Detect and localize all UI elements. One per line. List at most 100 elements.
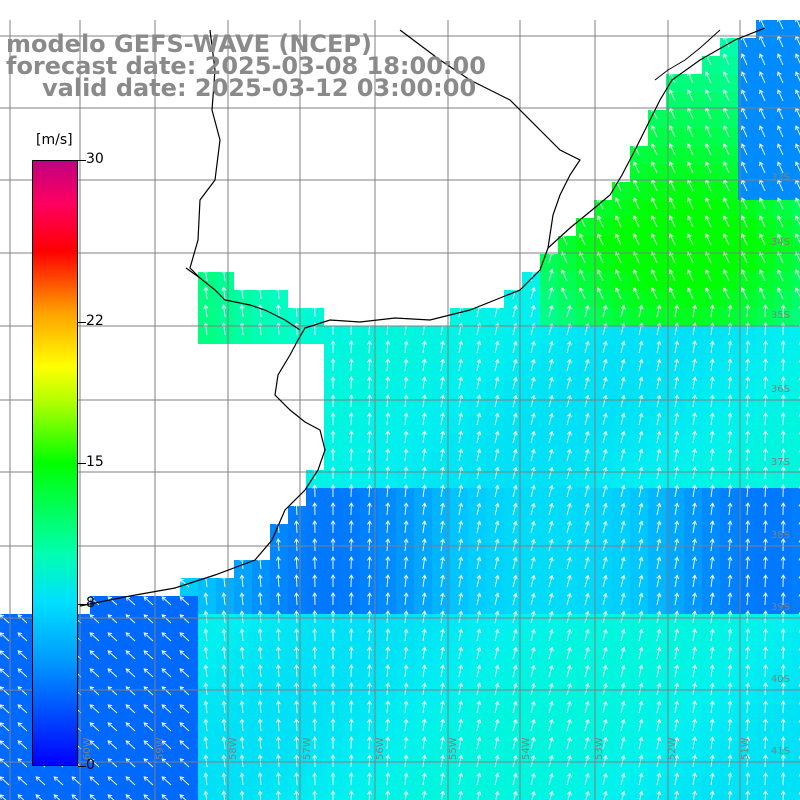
wind-arrow-head [239,736,245,741]
wind-arrow [241,701,244,714]
wind-arrow-head [723,269,728,275]
wind-arrow-head [312,772,318,777]
wind-arrow-head [494,394,500,400]
wind-arrow-head [330,376,336,381]
wind-arrow-head [530,754,536,760]
wind-arrow [633,269,640,282]
wind-arrow-head [421,592,427,597]
colorbar-tick-label: 8 [86,595,95,612]
wind-arrow [440,395,444,408]
wind-arrow-head [709,340,715,345]
wind-arrow-head [674,376,680,382]
wind-arrow [566,359,571,372]
speed-cell [630,794,648,800]
wind-arrow-head [692,574,697,580]
wind-arrow-head [633,251,638,257]
wind-arrow-head [638,484,644,490]
wind-arrow [638,395,643,408]
wind-arrow-head [777,71,782,77]
wind-arrow-head [312,646,318,651]
wind-arrow-head [548,592,554,598]
wind-arrow-head [275,538,281,543]
wind-arrow-head [763,538,768,543]
wind-arrow-head [512,682,518,688]
wind-arrow-head [367,628,372,633]
wind-arrow [710,773,714,786]
wind-arrow-head [330,736,336,741]
wind-arrow [107,650,118,660]
wind-arrow [35,776,46,786]
wind-arrow-head [620,664,626,670]
wind-arrow [161,740,172,750]
wind-arrow [440,611,444,624]
wind-arrow [530,341,535,354]
wind-arrow-head [512,538,518,544]
wind-arrow-head [512,736,518,742]
wind-arrow-head [403,574,409,579]
wind-arrow [476,575,481,588]
wind-arrow [584,377,589,390]
wind-arrow [179,596,190,606]
wind-arrow [368,754,371,768]
wind-arrow [277,682,280,696]
wind-arrow-head [638,700,644,706]
wind-arrow [0,794,7,800]
wind-arrow [602,611,607,624]
wind-arrow-head [239,700,245,705]
wind-arrow [620,377,625,390]
wind-arrow [530,377,535,390]
wind-arrow [295,592,298,606]
wind-arrow-head [312,574,318,579]
wind-arrow [723,251,730,264]
wind-arrow-head [275,754,281,759]
wind-arrow-head [530,718,536,724]
wind-arrow [404,485,407,498]
wind-arrow [476,611,481,624]
wind-arrow [759,269,766,282]
wind-arrow-head [221,592,227,597]
wind-arrow-head [759,233,764,239]
wind-arrow-head [633,233,638,239]
speed-cell [792,344,800,362]
colorbar-tick-mark [78,160,86,161]
wind-arrow [620,431,625,444]
wind-arrow-head [709,646,715,651]
wind-arrow [651,251,658,264]
wind-arrow [143,668,154,678]
wind-arrow-head [0,614,5,619]
wind-arrow-head [656,718,662,724]
wind-arrow [638,575,643,588]
wind-arrow [223,611,226,624]
wind-arrow [368,484,371,498]
speed-cell [792,434,800,452]
wind-arrow-head [440,556,445,562]
wind-arrow-head [780,304,786,309]
wind-arrow-head [530,520,536,526]
wind-arrow-head [476,538,482,544]
wind-arrow [548,773,553,786]
wind-arrow [404,611,407,624]
wind-arrow-head [780,646,786,651]
wind-arrow-head [741,143,746,149]
wind-arrow-head [674,754,680,760]
wind-arrow-head [759,17,764,23]
wind-arrow-head [385,484,391,489]
wind-arrow-head [602,394,608,400]
wind-arrow-head [638,664,644,670]
wind-arrow-head [348,448,354,453]
wind-arrow-head [763,592,768,597]
wind-arrow-head [656,340,662,346]
wind-arrow-head [89,722,95,727]
wind-arrow-head [687,269,692,275]
wind-arrow-head [107,704,113,709]
wind-arrow-head [203,268,209,273]
wind-arrow-head [620,772,626,778]
wind-arrow [241,629,244,642]
wind-arrow-head [367,610,372,615]
wind-arrow [440,467,444,480]
wind-arrow [566,467,571,480]
wind-arrow [584,773,589,786]
wind-arrow-head [780,754,786,759]
wind-arrow-head [759,287,764,293]
wind-arrow [241,647,244,660]
